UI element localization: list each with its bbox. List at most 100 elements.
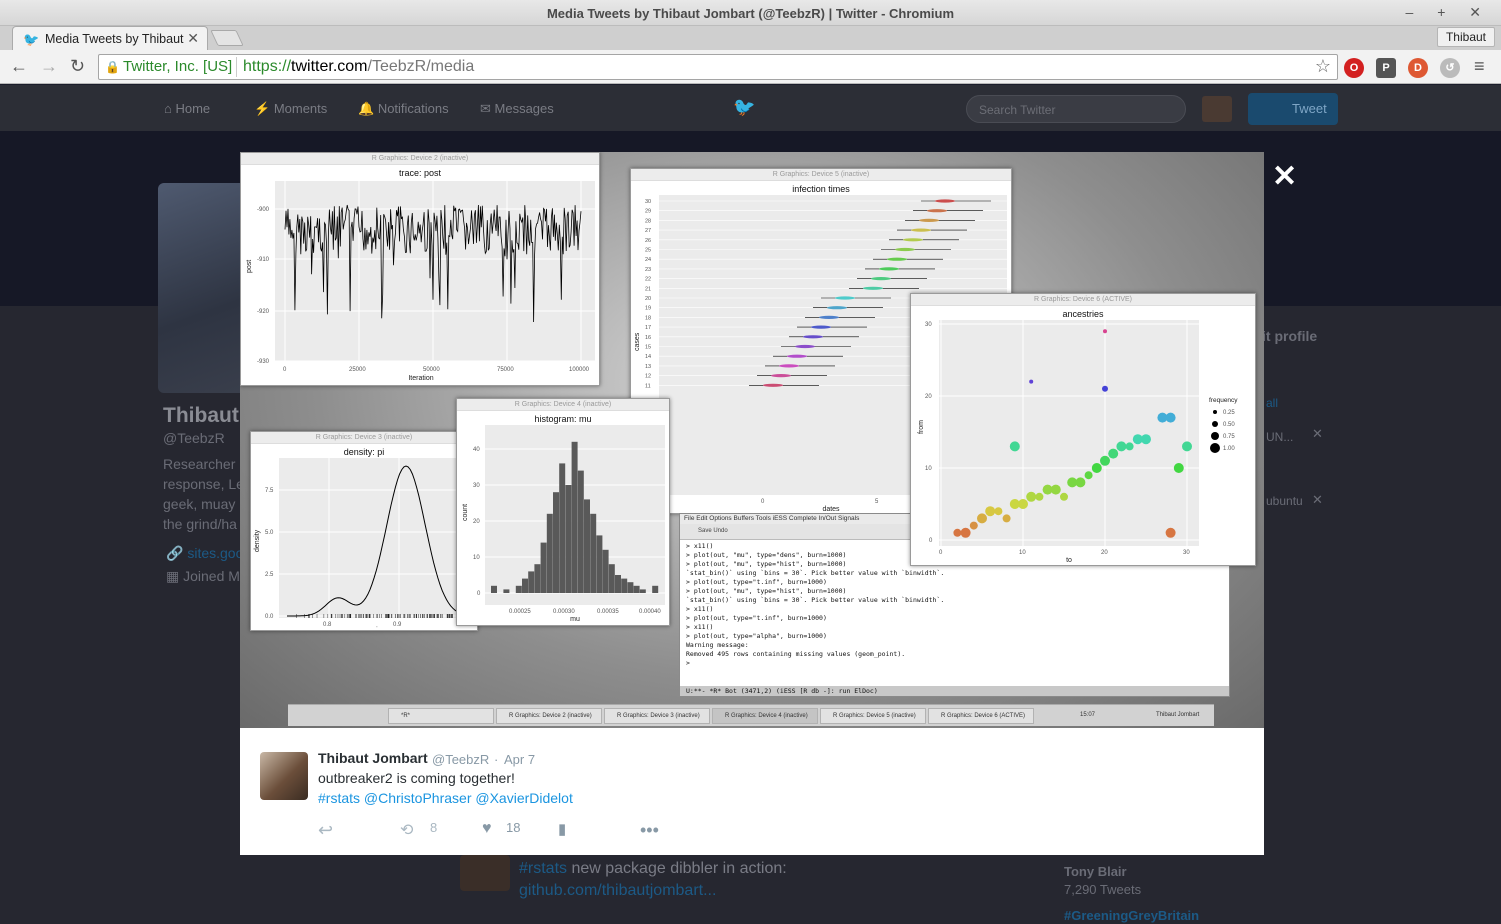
tweet-button[interactable]: Tweet (1248, 93, 1338, 125)
y-tick: -920 (257, 309, 270, 315)
tweet-avatar[interactable] (260, 752, 308, 800)
media-modal: R Graphics: Device 2 (inactive) trace: p… (240, 152, 1264, 855)
duckduckgo-extension-icon[interactable]: D (1408, 58, 1428, 78)
svg-text:14: 14 (645, 354, 651, 360)
taskbar-item[interactable]: R Graphics: Device 4 (inactive) (712, 708, 818, 724)
trend-link[interactable]: #GreeningGreyBritain (1064, 908, 1200, 923)
x-tick: 25000 (349, 367, 366, 373)
r-graphics-window-trace[interactable]: R Graphics: Device 2 (inactive) trace: p… (240, 152, 600, 386)
suggestion-text: UN... (1266, 430, 1294, 444)
y-tick: -930 (257, 359, 270, 365)
media-image[interactable]: R Graphics: Device 2 (inactive) trace: p… (240, 152, 1264, 728)
pocket-extension-icon[interactable]: P (1376, 58, 1396, 78)
like-icon[interactable]: ♥ (482, 820, 492, 837)
tab-close-icon[interactable]: ✕ (187, 30, 199, 46)
taskbar-item[interactable]: R Graphics: Device 3 (inactive) (604, 708, 710, 724)
opera-extension-icon[interactable]: O (1344, 58, 1364, 78)
reload-icon[interactable]: ↻ (70, 56, 86, 76)
tweet-author-handle[interactable]: @TeebzR (432, 752, 490, 767)
trace-plot: -900 -910 -920 -930 0 25000 50000 75000 … (246, 181, 595, 382)
svg-text:21: 21 (645, 286, 651, 292)
taskbar-item[interactable]: R Graphics: Device 5 (inactive) (820, 708, 926, 724)
edit-profile-button[interactable]: it profile (1262, 328, 1318, 344)
taskbar-item[interactable]: R Graphics: Device 2 (inactive) (496, 708, 602, 724)
window-titlebar: Media Tweets by Thibaut Jombart (@TeebzR… (0, 0, 1501, 26)
profile-site-link[interactable]: 🔗 sites.goo (166, 545, 244, 561)
plot-title: histogram: mu (534, 414, 592, 424)
profile-bio-line: geek, muay (163, 496, 236, 512)
x-tick: 0.00035 (597, 609, 619, 615)
tweet-timestamp[interactable]: Apr 7 (504, 752, 536, 767)
legend-item: 1.00 (1223, 446, 1235, 452)
x-tick: 30 (1183, 550, 1190, 556)
r-graphics-window-histogram[interactable]: R Graphics: Device 4 (inactive) histogra… (456, 398, 670, 626)
search-input[interactable]: Search Twitter (966, 95, 1186, 123)
tab-title: Media Tweets by Thibaut Jombart (@TeebzR… (45, 32, 185, 46)
legend-item: 0.50 (1223, 422, 1235, 428)
y-tick: 0 (477, 591, 481, 597)
user-avatar[interactable] (1202, 96, 1232, 122)
x-tick: 20 (1101, 550, 1108, 556)
nav-messages[interactable]: ✉ Messages (480, 101, 554, 116)
forward-icon[interactable]: → (40, 56, 58, 76)
browser-tab[interactable]: 🐦 Media Tweets by Thibaut Jombart (@Teeb… (12, 26, 208, 50)
ancestries-plot: 30 20 10 0 0 10 20 30 frequency 0.25 0.5… (918, 320, 1238, 563)
desktop-taskbar: *R* R Graphics: Device 2 (inactive) R Gr… (288, 704, 1214, 726)
x-axis-label: dates (822, 506, 840, 511)
view-all-link[interactable]: all (1266, 396, 1279, 410)
y-tick: 10 (925, 466, 932, 472)
url-text[interactable]: https://twitter.com/TeebzR/media (243, 58, 475, 75)
x-tick: 0.00030 (553, 609, 575, 615)
x-tick: 0 (283, 367, 287, 373)
back-icon[interactable]: ← (10, 56, 28, 76)
twitter-logo-icon[interactable]: 🐦 (733, 97, 756, 117)
sync-extension-icon[interactable]: ↺ (1440, 58, 1460, 78)
x-tick: 0.00040 (639, 609, 661, 615)
retweet-icon[interactable]: ⟲ (400, 822, 414, 839)
new-tab-button[interactable] (210, 30, 244, 46)
background-tweet-link[interactable]: github.com/thibautjombart... (519, 882, 717, 899)
r-graphics-window-ancestries[interactable]: R Graphics: Device 6 (ACTIVE) ancestries… (910, 293, 1256, 566)
window-title: R Graphics: Device 2 (inactive) (241, 153, 599, 165)
y-tick: 7.5 (265, 488, 274, 494)
tweet-author-name[interactable]: Thibaut Jombart (318, 750, 428, 766)
lock-icon: 🔒 (105, 60, 120, 74)
r-graphics-window-density[interactable]: R Graphics: Device 3 (inactive) density:… (250, 431, 478, 631)
nav-home[interactable]: ⌂ Home (164, 101, 211, 116)
nav-notifications[interactable]: 🔔 Notifications (358, 101, 449, 116)
analytics-icon[interactable]: ▮ (558, 821, 567, 838)
bookmark-star-icon[interactable]: ☆ (1314, 56, 1331, 76)
y-tick: 20 (925, 394, 932, 400)
taskbar-item[interactable]: *R* (388, 708, 494, 724)
legend-title: frequency (1209, 397, 1238, 404)
tweet-text: outbreaker2 is coming together! (318, 770, 515, 786)
tweet-actions: ↩ ⟲ 8 ♥ 18 ▮ ••• (318, 820, 718, 840)
y-tick: 30 (925, 322, 932, 328)
close-modal-icon[interactable]: ✕ (1272, 160, 1298, 193)
y-tick: 0 (929, 538, 933, 544)
nav-moments[interactable]: ⚡ Moments (254, 101, 328, 116)
x-tick: 50000 (423, 367, 440, 373)
svg-text:26: 26 (645, 238, 651, 244)
taskbar-user: Thibaut Jombart (1156, 712, 1200, 718)
svg-text:18: 18 (645, 315, 651, 321)
dismiss-icon[interactable]: ✕ (1312, 492, 1323, 507)
x-tick: 5 (875, 499, 879, 505)
who-to-follow-name[interactable]: Tony Blair (1064, 864, 1127, 879)
taskbar-item[interactable]: R Graphics: Device 6 (ACTIVE) (928, 708, 1034, 724)
density-plot: 7.5 5.0 2.5 0.0 0.8 0.9 pi density (254, 458, 475, 628)
profile-button[interactable]: Thibaut (1436, 27, 1495, 47)
y-tick: 5.0 (265, 530, 274, 536)
background-tweet-avatar (460, 855, 510, 891)
more-icon[interactable]: ••• (640, 820, 659, 840)
menu-icon[interactable]: ≡ (1474, 56, 1485, 76)
dismiss-icon[interactable]: ✕ (1312, 426, 1323, 441)
address-bar[interactable]: 🔒 Twitter, Inc. [US] https://twitter.com… (98, 54, 1338, 80)
x-tick: 0 (939, 550, 943, 556)
security-indicator[interactable]: Twitter, Inc. [US] (103, 57, 238, 77)
window-controls[interactable]: – + ✕ (1405, 4, 1491, 20)
tweet-tags[interactable]: #rstats @ChristoPhraser @XavierDidelot (318, 790, 573, 806)
emacs-console[interactable]: > x11() > plot(out, "mu", type="dens", b… (686, 542, 945, 667)
reply-icon[interactable]: ↩ (318, 820, 334, 840)
profile-joined: ▦ Joined M (166, 568, 240, 584)
